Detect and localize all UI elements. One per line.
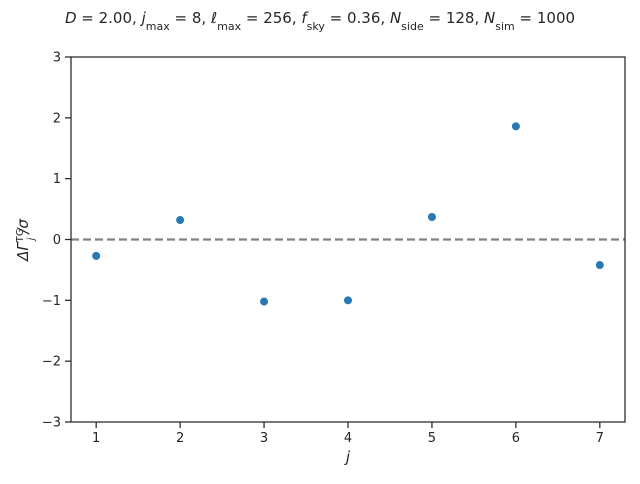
y-axis-label: ΔΓTGj/σ	[14, 219, 37, 262]
x-axis-ticks: 1 2 3 4 5 6 7	[92, 422, 604, 446]
data-point	[511, 122, 520, 131]
data-point	[595, 261, 604, 270]
x-tick-label: 7	[596, 431, 604, 446]
x-tick-label: 3	[260, 431, 268, 446]
y-tick-label: 3	[53, 51, 61, 66]
data-point	[260, 297, 269, 306]
y-tick-label: 0	[53, 233, 61, 248]
x-tick-label: 2	[176, 431, 184, 446]
y-tick-label: −3	[42, 416, 61, 431]
x-tick-label: 1	[92, 431, 100, 446]
plot-frame	[70, 56, 626, 423]
y-tick-label: 2	[53, 111, 61, 126]
chart-title: D = 2.00, jmax = 8, ℓmax = 256, fsky = 0…	[65, 9, 575, 33]
x-tick-label: 6	[512, 431, 520, 446]
data-point	[176, 216, 185, 225]
x-tick-label: 4	[344, 431, 352, 446]
x-axis-label: j	[344, 448, 351, 466]
y-axis-ticks: −3 −2 −1 0 1 2 3	[42, 51, 71, 431]
data-point	[427, 212, 436, 221]
data-points	[92, 122, 604, 306]
y-tick-label: −1	[42, 294, 61, 309]
x-tick-label: 5	[428, 431, 436, 446]
y-tick-label: 1	[53, 172, 61, 187]
data-point	[344, 296, 352, 305]
data-point	[92, 251, 101, 260]
y-tick-label: −2	[42, 355, 61, 370]
